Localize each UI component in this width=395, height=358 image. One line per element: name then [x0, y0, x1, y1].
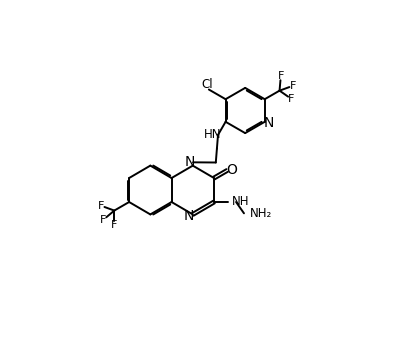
Text: NH₂: NH₂	[250, 207, 272, 221]
Text: N: N	[184, 155, 195, 169]
Text: HN: HN	[204, 129, 222, 141]
Text: F: F	[100, 215, 107, 225]
Text: F: F	[111, 220, 117, 230]
Text: F: F	[288, 94, 294, 104]
Text: N: N	[184, 208, 194, 223]
Text: F: F	[278, 71, 284, 81]
Text: NH: NH	[232, 195, 249, 208]
Text: Cl: Cl	[202, 78, 213, 91]
Text: N: N	[263, 116, 273, 130]
Text: F: F	[290, 81, 296, 91]
Text: O: O	[226, 163, 237, 177]
Text: F: F	[98, 200, 104, 211]
